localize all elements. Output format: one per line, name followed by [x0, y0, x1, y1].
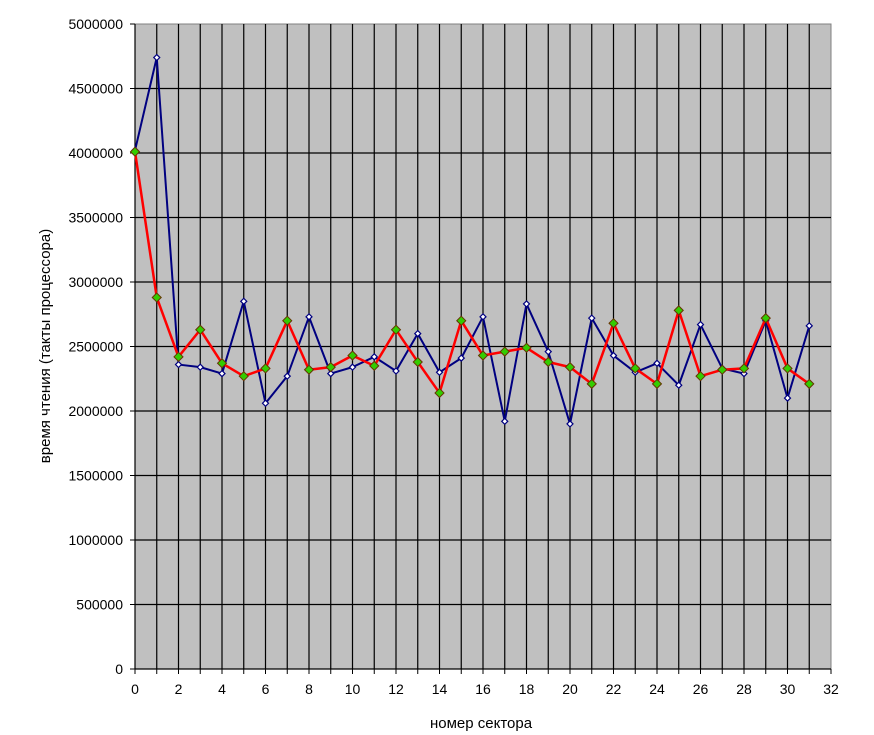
- data-point: [587, 314, 596, 322]
- data-point: [325, 361, 336, 373]
- x-tick-label: 26: [693, 681, 709, 697]
- data-point: [673, 305, 684, 316]
- data-point: [586, 378, 597, 390]
- data-point: [370, 352, 379, 361]
- data-point: [500, 417, 509, 426]
- tick-labels: 0 2 4 6 8 10 12 14 16 18 20 22 24 26 28 30 3205000001000…: [68, 16, 839, 697]
- data-point: [392, 367, 400, 375]
- data-point: [651, 378, 663, 390]
- data-point: [390, 324, 402, 335]
- data-point: [347, 350, 358, 361]
- data-point: [129, 146, 141, 157]
- data-point: [783, 394, 792, 402]
- y-tick-label: 0: [115, 661, 123, 677]
- data-point: [196, 363, 205, 371]
- data-point: [369, 360, 380, 372]
- x-axis-title: номер сектора: [430, 715, 533, 732]
- data-point: [543, 356, 554, 368]
- x-tick-label: 24: [649, 681, 665, 697]
- data-point: [479, 312, 487, 321]
- data-point: [305, 312, 313, 321]
- x-tick-label: 32: [823, 681, 839, 697]
- x-tick-label: 12: [388, 681, 404, 697]
- x-tick-label: 20: [562, 681, 578, 697]
- x-tick-label: 28: [736, 681, 752, 697]
- data-point: [218, 369, 226, 378]
- x-tick-label: 0: [131, 681, 139, 697]
- data-point: [174, 360, 183, 369]
- data-point: [152, 53, 161, 62]
- data-point: [544, 347, 553, 356]
- data-point: [564, 361, 576, 373]
- data-point: [805, 322, 814, 330]
- y-tick-label: 500000: [76, 597, 123, 613]
- data-point: [348, 363, 357, 371]
- x-tick-label: 30: [780, 681, 796, 697]
- data-point: [696, 320, 705, 329]
- data-point: [238, 370, 249, 382]
- data-point: [653, 359, 661, 368]
- data-point: [260, 363, 271, 374]
- data-point: [457, 354, 466, 362]
- data-point: [151, 292, 162, 303]
- series-2: [129, 146, 815, 399]
- data-point: [195, 324, 206, 335]
- data-point: [435, 368, 444, 377]
- data-point: [239, 297, 248, 306]
- data-point: [760, 312, 771, 324]
- x-tick-label: 10: [345, 681, 361, 697]
- x-tick-label: 14: [432, 681, 448, 697]
- y-tick-label: 1000000: [68, 532, 123, 548]
- y-tick-label: 4000000: [68, 145, 123, 161]
- data-point: [283, 372, 292, 381]
- x-tick-label: 4: [218, 681, 226, 697]
- data-point: [326, 369, 335, 378]
- data-point: [261, 399, 270, 408]
- data-point: [477, 350, 489, 361]
- y-tick-label: 3500000: [68, 210, 123, 226]
- data-point: [412, 356, 423, 368]
- grid-lines: [135, 24, 831, 669]
- data-point: [804, 378, 815, 390]
- data-point: [303, 364, 315, 375]
- data-point: [738, 363, 750, 374]
- data-point: [695, 370, 706, 382]
- x-tick-label: 6: [262, 681, 270, 697]
- y-tick-label: 4500000: [68, 81, 123, 97]
- data-point: [521, 342, 532, 353]
- data-point: [456, 315, 467, 326]
- y-tick-label: 2500000: [68, 339, 123, 355]
- data-point: [499, 346, 510, 357]
- y-tick-label: 2000000: [68, 403, 123, 419]
- x-tick-label: 8: [305, 681, 313, 697]
- x-tick-label: 22: [606, 681, 622, 697]
- y-tick-label: 1500000: [68, 468, 123, 484]
- data-point: [630, 363, 641, 374]
- data-point: [717, 364, 728, 375]
- x-tick-label: 18: [519, 681, 535, 697]
- y-tick-label: 5000000: [68, 16, 123, 32]
- axes: [130, 23, 832, 674]
- data-point: [434, 387, 445, 399]
- x-tick-label: 16: [475, 681, 491, 697]
- data-point: [782, 363, 793, 374]
- data-point: [173, 351, 184, 363]
- data-point: [609, 351, 618, 360]
- data-point: [674, 381, 683, 390]
- data-point: [282, 315, 293, 326]
- data-point: [566, 420, 574, 428]
- y-axis-title: время чтения (такты процессора): [37, 229, 54, 463]
- series-layer: [129, 53, 815, 428]
- data-point: [216, 358, 228, 369]
- y-tick-label: 3000000: [68, 274, 123, 290]
- data-point: [522, 300, 531, 308]
- data-point: [608, 318, 619, 329]
- x-tick-label: 2: [175, 681, 183, 697]
- data-point: [413, 329, 422, 338]
